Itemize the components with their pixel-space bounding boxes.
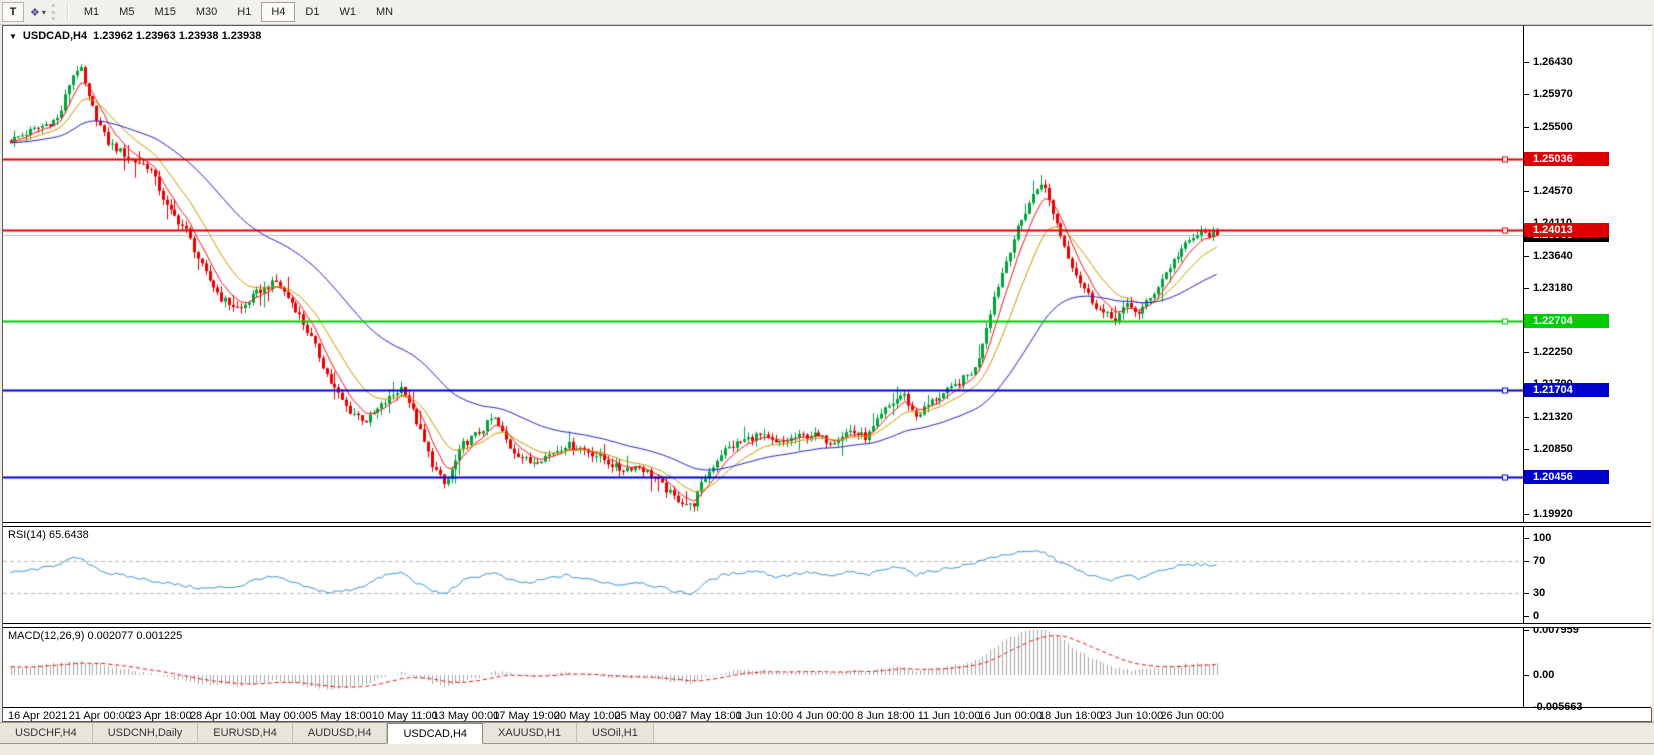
time-axis-label: 16 Jun 00:00	[978, 710, 1043, 722]
toolbar-grip	[51, 4, 58, 20]
text-tool-button[interactable]: T	[2, 2, 24, 22]
chart-tab-eurusd[interactable]: EURUSD,H4	[198, 723, 293, 744]
chart-tab-usoil[interactable]: USOil,H1	[577, 723, 654, 744]
tabbar-filler	[653, 723, 1654, 744]
price-axis[interactable]: 1.264301.259701.255001.245701.241101.236…	[1523, 26, 1652, 713]
panel-separator-main-rsi[interactable]	[3, 522, 1651, 527]
time-axis-label: 5 May 18:00	[311, 710, 372, 722]
level-price-tag-1.25036[interactable]: 1.25036	[1524, 151, 1609, 166]
level-price-tag-1.21704[interactable]: 1.21704	[1524, 383, 1609, 398]
time-axis-label: 23 Apr 18:00	[129, 710, 192, 722]
timeframe-button-m5[interactable]: M5	[119, 6, 135, 18]
chart-tabs-bar: USDCHF,H4 USDCNH,Daily EURUSD,H4 AUDUSD,H4 U…	[0, 722, 1654, 755]
chart-tab-xauusd[interactable]: XAUUSD,H1	[483, 723, 577, 744]
rsi-tick-label: 100	[1524, 531, 1551, 545]
price-tick-label: 1.20850	[1524, 442, 1573, 456]
chart-window: ▼ USDCAD,H4 1.23962 1.23963 1.23938 1.23…	[2, 25, 1652, 722]
time-axis-label: 1 Jun 10:00	[735, 710, 794, 722]
price-tick-label: 1.25970	[1524, 87, 1573, 101]
time-axis-label: 10 May 11:00	[371, 710, 438, 722]
chart-tab-usdcnh[interactable]: USDCNH,Daily	[92, 723, 199, 744]
timeframe-button-group: M1 M5 M15 M30 H1 H4 D1 W1 MN	[74, 2, 403, 22]
price-chart-canvas[interactable]	[3, 26, 1523, 708]
rsi-tick-label: 0	[1524, 609, 1539, 623]
drawing-tools-button[interactable]: ❖ ▾	[27, 3, 49, 21]
top-toolbar: T ❖ ▾ M1 M5 M15 M30 H1 H4 D1 W1 MN	[0, 0, 1654, 25]
chart-symbol-label: USDCAD,H4	[22, 30, 88, 42]
level-price-tag-1.24013[interactable]: 1.24013	[1524, 222, 1609, 237]
rsi-indicator-label: RSI(14) 65.6438	[8, 529, 89, 541]
chart-quote-values: 1.23962 1.23963 1.23938 1.23938	[93, 30, 262, 42]
rsi-tick-label: 70	[1524, 554, 1545, 568]
macd-tick-label: 0.00	[1524, 668, 1554, 682]
timeframe-button-mn[interactable]: MN	[375, 6, 394, 18]
time-axis-label: 27 May 18:00	[675, 710, 742, 722]
timeframe-button-m15[interactable]: M15	[154, 6, 176, 18]
collapse-triangle-icon[interactable]: ▼	[9, 31, 17, 41]
timeframe-button-m1[interactable]: M1	[83, 6, 100, 18]
level-price-tag-1.22704[interactable]: 1.22704	[1524, 313, 1609, 328]
panel-bottom-border	[3, 707, 1651, 708]
panel-separator-rsi-macd[interactable]	[3, 623, 1651, 628]
timeframe-button-w1[interactable]: W1	[339, 6, 356, 18]
time-axis-label: 1 May 00:00	[250, 710, 312, 722]
price-tick-label: 1.21320	[1524, 410, 1573, 424]
toolbar-separator	[66, 4, 69, 20]
price-tick-label: 1.23180	[1524, 281, 1573, 295]
time-axis-label: 21 Apr 00:00	[68, 710, 132, 722]
time-axis-label: 16 Apr 2021	[8, 710, 68, 722]
time-axis-label: 23 Jun 10:00	[1099, 710, 1164, 722]
chart-tab-usdcad[interactable]: USDCAD,H4	[387, 723, 484, 744]
timeframe-button-h1[interactable]: H1	[237, 6, 252, 18]
price-tick-label: 1.26430	[1524, 55, 1573, 69]
price-tick-label: 1.24570	[1524, 184, 1573, 198]
time-axis-label: 11 Jun 10:00	[917, 710, 981, 722]
rsi-tick-label: 30	[1524, 586, 1545, 600]
time-axis-label: 8 Jun 18:00	[857, 710, 915, 722]
timeframe-button-d1[interactable]: D1	[305, 6, 320, 18]
timeframe-button-h4[interactable]: H4	[261, 2, 296, 22]
time-axis[interactable]: 16 Apr 2021 21 Apr 00:00 23 Apr 18:00 28 Ap…	[3, 710, 1523, 723]
chart-symbol-header[interactable]: ▼ USDCAD,H4 1.23962 1.23963 1.23938 1.23…	[9, 30, 261, 42]
time-axis-label: 17 May 19:00	[493, 710, 560, 722]
time-axis-label: 28 Apr 10:00	[189, 710, 253, 722]
chart-tab-usdchf[interactable]: USDCHF,H4	[0, 723, 93, 744]
price-tick-label: 1.19920	[1524, 507, 1573, 521]
timeframe-button-m30[interactable]: M30	[195, 6, 218, 18]
price-tick-label: 1.23640	[1524, 249, 1573, 263]
time-axis-label: 18 Jun 18:00	[1039, 710, 1103, 722]
chart-tab-audusd[interactable]: AUDUSD,H4	[292, 723, 388, 744]
time-axis-label: 20 May 10:00	[553, 710, 621, 722]
level-price-tag-1.20456[interactable]: 1.20456	[1524, 469, 1609, 484]
time-axis-label: 25 May 00:00	[614, 710, 682, 722]
time-axis-label: 4 Jun 00:00	[796, 710, 854, 722]
price-tick-label: 1.25500	[1524, 120, 1573, 134]
dropdown-arrow-icon: ▾	[41, 7, 46, 17]
chart-tabs: USDCHF,H4 USDCNH,Daily EURUSD,H4 AUDUSD,H4 U…	[0, 723, 1654, 744]
drawing-tool-icon: ❖	[30, 6, 40, 19]
macd-indicator-label: MACD(12,26,9) 0.002077 0.001225	[8, 630, 183, 642]
time-axis-label: 26 Jun 00:00	[1160, 710, 1224, 722]
price-tick-label: 1.22250	[1524, 345, 1573, 359]
time-axis-label: 13 May 00:00	[432, 710, 500, 722]
